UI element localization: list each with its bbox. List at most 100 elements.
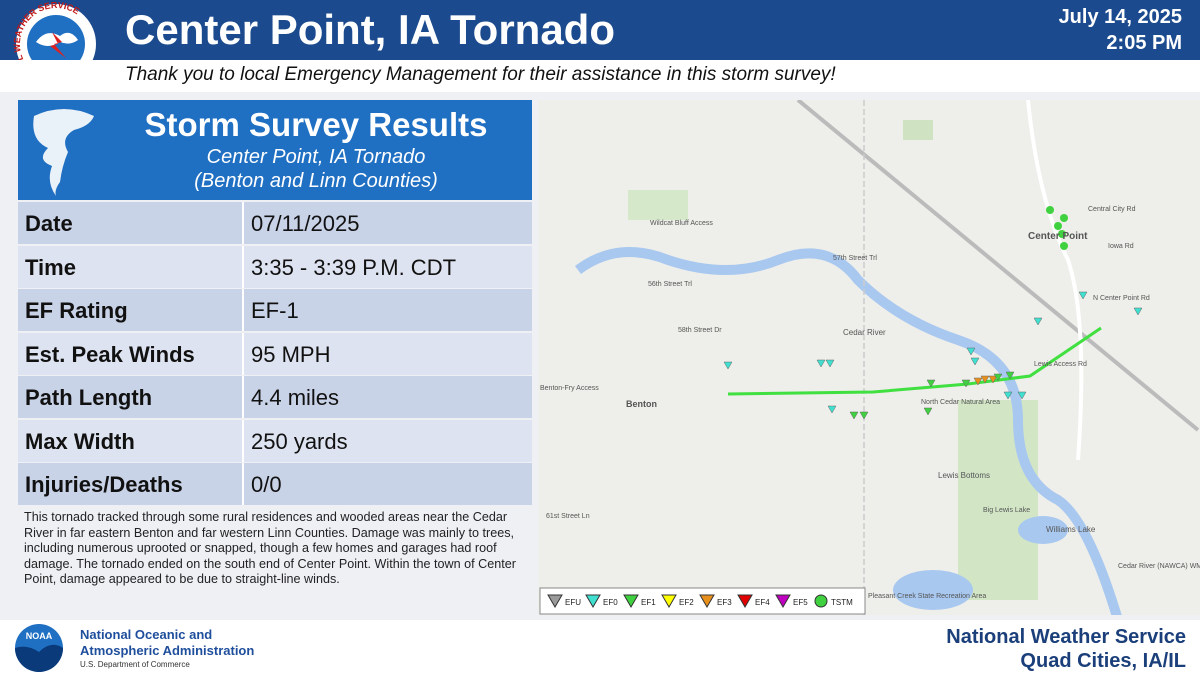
park <box>958 400 1038 600</box>
damage-point <box>1033 317 1043 326</box>
row-divider <box>242 463 244 505</box>
damage-point <box>849 411 859 420</box>
panel-heading: Storm Survey Results <box>144 106 488 143</box>
damage-point <box>827 405 837 414</box>
row-value: EF-1 <box>251 298 299 323</box>
map-label: Benton-Fry Access <box>540 385 599 392</box>
row-value: 0/0 <box>251 472 282 497</box>
legend-label: EF3 <box>717 598 732 607</box>
map-label: Cedar River (NAWCA) WMA <box>1118 563 1200 570</box>
description: This tornado tracked through some rural … <box>24 510 516 586</box>
legend-label: EF0 <box>603 598 618 607</box>
road <box>1026 100 1084 461</box>
panel-header <box>18 100 532 200</box>
row-label: Injuries/Deaths <box>25 472 183 497</box>
map-label: N Center Point Rd <box>1093 295 1150 302</box>
noaa-name: Atmospheric Administration <box>80 643 255 658</box>
damage-point <box>1078 291 1088 300</box>
row-value: 250 yards <box>251 428 348 454</box>
nws-name: National Weather Service <box>946 626 1186 648</box>
row-label: EF Rating <box>25 298 128 323</box>
legend-symbol <box>775 594 791 608</box>
row-label: Est. Peak Winds <box>25 341 195 367</box>
map-labels: Center Point Benton Cedar River Lewis Botto… <box>540 206 1200 600</box>
map-label: Wildcat Bluff Access <box>650 220 713 227</box>
damage-point <box>926 379 936 388</box>
row-label: Path Length <box>25 385 153 410</box>
damage-point <box>980 375 990 384</box>
noaa-logo-text: NOAA <box>26 631 53 641</box>
noaa-logo: NOAA <box>15 624 63 672</box>
row-divider <box>242 376 244 418</box>
row-divider <box>242 332 244 375</box>
noaa-dept: U.S. Department of Commerce <box>80 660 190 669</box>
map-label: Pleasant Creek State Recreation Area <box>868 593 986 600</box>
park <box>628 190 688 220</box>
nws-office: Quad Cities, IA/IL <box>1020 650 1186 672</box>
tstm-point <box>1060 242 1068 250</box>
legend-label: EF5 <box>793 598 808 607</box>
row-label: Max Width <box>25 428 135 454</box>
time: 2:05 PM <box>1106 32 1182 54</box>
legend-label: EF2 <box>679 598 694 607</box>
map-label: Central City Rd <box>1088 206 1136 213</box>
subtitle-bar <box>0 60 1200 92</box>
damage-point <box>993 373 1003 382</box>
legend-label: EFU <box>565 598 581 607</box>
damage-point <box>825 359 835 368</box>
noaa-name: National Oceanic and <box>80 627 213 642</box>
lake <box>1018 516 1068 544</box>
damage-point <box>970 357 980 366</box>
tstm-point <box>1054 222 1062 230</box>
legend-symbol <box>737 594 753 608</box>
damage-point <box>988 375 998 384</box>
damage-point <box>859 411 869 420</box>
row-label: Time <box>25 254 76 280</box>
damage-point <box>973 377 983 386</box>
map-label: Benton <box>626 399 657 409</box>
date: July 14, 2025 <box>1058 6 1182 28</box>
map-label: 61st Street Ln <box>546 513 590 520</box>
row-divider <box>242 419 244 462</box>
tstm-point <box>1060 214 1068 222</box>
damage-point <box>923 407 933 416</box>
table-row: Injuries/Deaths 0/0 <box>18 463 532 505</box>
table-row: Est. Peak Winds 95 MPH <box>18 332 532 375</box>
tstm-point <box>1058 230 1066 238</box>
header-bar <box>0 0 1200 60</box>
map-label: Lewis Bottoms <box>938 471 990 480</box>
row-divider <box>242 289 244 331</box>
row-label: Date <box>25 211 73 236</box>
row-value: 4.4 miles <box>251 385 340 410</box>
row-value: 95 MPH <box>251 341 331 367</box>
map-label: Lewis Access Rd <box>1034 361 1087 368</box>
tornado-icon <box>33 109 94 196</box>
panel-subheading: (Benton and Linn Counties) <box>194 170 438 192</box>
damage-point <box>961 379 971 388</box>
damage-point <box>1003 391 1013 400</box>
table-row: Date 07/11/2025 <box>18 202 532 244</box>
table-row: Max Width 250 yards <box>18 419 532 462</box>
damage-points <box>723 206 1143 420</box>
park <box>903 120 933 140</box>
row-value: 3:35 - 3:39 P.M. CDT <box>251 254 457 280</box>
damage-point <box>966 347 976 356</box>
map-bg <box>538 100 1200 615</box>
map-label: 58th Street Dr <box>678 327 722 334</box>
legend-symbol <box>814 594 828 608</box>
map-label: Cedar River <box>843 328 886 337</box>
map-label: Center Point <box>1028 231 1088 242</box>
map-label: 56th Street Trl <box>648 281 692 288</box>
table-row: EF Rating EF-1 <box>18 289 532 331</box>
damage-point <box>1017 391 1027 400</box>
legend-symbol <box>699 594 715 608</box>
map-label: North Cedar Natural Area <box>921 399 1000 406</box>
panel-subheading: Center Point, IA Tornado <box>206 146 426 168</box>
tstm-point <box>1046 206 1054 214</box>
river <box>575 247 1122 615</box>
legend-label: EF4 <box>755 598 770 607</box>
legend-label: EF1 <box>641 598 656 607</box>
map-label: Williams Lake <box>1046 525 1096 534</box>
lake <box>893 570 973 610</box>
